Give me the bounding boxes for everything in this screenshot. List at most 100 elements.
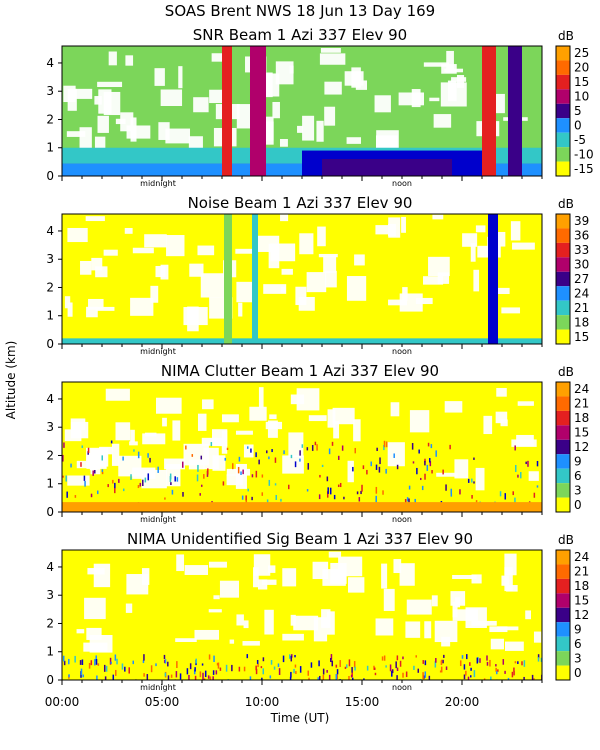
heatmap-speckle (212, 670, 215, 675)
heatmap-gap (76, 460, 94, 469)
heatmap-gap (166, 235, 185, 257)
heatmap-speckle (412, 461, 415, 464)
colorbar-tick-label: 21 (574, 565, 589, 579)
heatmap-gap (347, 460, 354, 483)
heatmap-gap (155, 265, 166, 278)
heatmap-speckle (467, 676, 470, 680)
heatmap-gap (84, 597, 106, 620)
heatmap-gap (253, 567, 259, 588)
heatmap-speckle (463, 674, 466, 680)
heatmap-speckle (445, 666, 448, 670)
heatmap-speckle (262, 668, 265, 675)
y-tick-label: 2 (46, 616, 54, 630)
heatmap-gap (141, 568, 150, 585)
heatmap-speckle (290, 671, 292, 678)
heatmap-speckle (385, 441, 388, 448)
heatmap-speckle (470, 675, 472, 678)
heatmap-gap (111, 443, 120, 466)
heatmap-speckle (331, 660, 334, 667)
heatmap-gap (432, 214, 444, 220)
noon-label: noon (392, 179, 412, 188)
heatmap-speckle (360, 490, 362, 495)
heatmap-speckle (318, 494, 321, 500)
colorbar-tick-label: 5 (574, 104, 582, 118)
heatmap-speckle (421, 485, 424, 491)
panel-2: Noise Beam 1 Azi 337 Elev 90 0 1 2 3 4 midnigh… (46, 194, 589, 356)
heatmap-speckle (317, 677, 319, 680)
heatmap-speckle (299, 450, 301, 456)
heatmap-speckle (443, 654, 445, 658)
heatmap-speckle (385, 665, 387, 668)
heatmap-gap (193, 97, 209, 113)
heatmap-speckle (114, 482, 116, 489)
heatmap-speckle (329, 487, 332, 495)
heatmap-speckle (222, 481, 225, 486)
heatmap-gap (429, 97, 440, 102)
heatmap-speckle (424, 660, 427, 666)
heatmap-gap (202, 399, 214, 410)
heatmap-gap (333, 421, 340, 439)
heatmap-gap (142, 433, 166, 445)
heatmap-speckle (463, 664, 466, 670)
colorbar-frame (555, 45, 571, 177)
heatmap-speckle (273, 666, 276, 670)
heatmap-gap (296, 388, 320, 411)
heatmap-speckle (142, 479, 144, 487)
heatmap-gap (295, 286, 307, 306)
heatmap-speckle (361, 484, 363, 492)
heatmap-speckle (137, 485, 140, 489)
heatmap-speckle (278, 668, 281, 675)
heatmap-gap (321, 609, 331, 628)
heatmap-speckle (308, 677, 310, 680)
heatmap-gap (444, 68, 464, 73)
heatmap-speckle (335, 664, 338, 668)
heatmap-speckle (424, 460, 426, 466)
heatmap-gap (209, 89, 226, 104)
heatmap-speckle (238, 456, 241, 462)
heatmap-gap (66, 131, 86, 137)
heatmap-speckle (274, 457, 277, 463)
heatmap-gap (254, 235, 280, 252)
heatmap-speckle (330, 654, 333, 660)
heatmap-gap (375, 135, 398, 151)
colorbar-tick-label: 3 (574, 483, 582, 497)
heatmap-speckle (277, 663, 280, 667)
heatmap-gap (375, 225, 390, 235)
heatmap-speckle (210, 442, 213, 447)
y-tick-label: 2 (46, 112, 54, 126)
heatmap-gap (318, 253, 338, 258)
colorbar-swatch (556, 329, 570, 344)
heatmap-speckle (96, 490, 99, 495)
heatmap-speckle (258, 459, 260, 465)
heatmap-speckle (353, 661, 356, 668)
panel-4: NIMA Unidentified Sig Beam 1 Azi 337 Ele… (46, 530, 589, 692)
x-axis-label: Time (UT) (270, 711, 330, 725)
heatmap-speckle (415, 655, 417, 658)
heatmap-gap (125, 603, 133, 613)
heatmap-speckle (521, 661, 523, 666)
heatmap-speckle (351, 677, 354, 680)
heatmap-speckle (196, 474, 199, 482)
heatmap-gap (471, 574, 482, 584)
heatmap-speckle (261, 474, 264, 478)
heatmap-gap (308, 415, 327, 422)
y-tick-label: 1 (46, 309, 54, 323)
heatmap-speckle (329, 658, 332, 662)
heatmap-speckle (68, 658, 70, 665)
panel-3: NIMA Clutter Beam 1 Azi 337 Elev 9001234… (46, 362, 589, 524)
heatmap-gap (497, 626, 519, 631)
panel-title: NIMA Unidentified Sig Beam 1 Azi 337 Ele… (127, 530, 473, 548)
colorbar-tick-label: 0 (574, 498, 582, 512)
heatmap-speckle (176, 477, 179, 482)
colorbar-tick-label: -5 (574, 133, 586, 147)
heatmap-speckle (289, 654, 291, 659)
heatmap-speckle (440, 666, 443, 673)
heatmap-gap (398, 92, 424, 106)
heatmap-gap (267, 420, 278, 438)
heatmap-gap (176, 554, 185, 572)
heatmap-speckle (370, 461, 372, 467)
heatmap-speckle (328, 674, 331, 680)
colorbar-tick-label: 33 (574, 243, 589, 257)
colorbar-frame (555, 213, 571, 345)
colorbar-tick-label: 6 (574, 637, 582, 651)
